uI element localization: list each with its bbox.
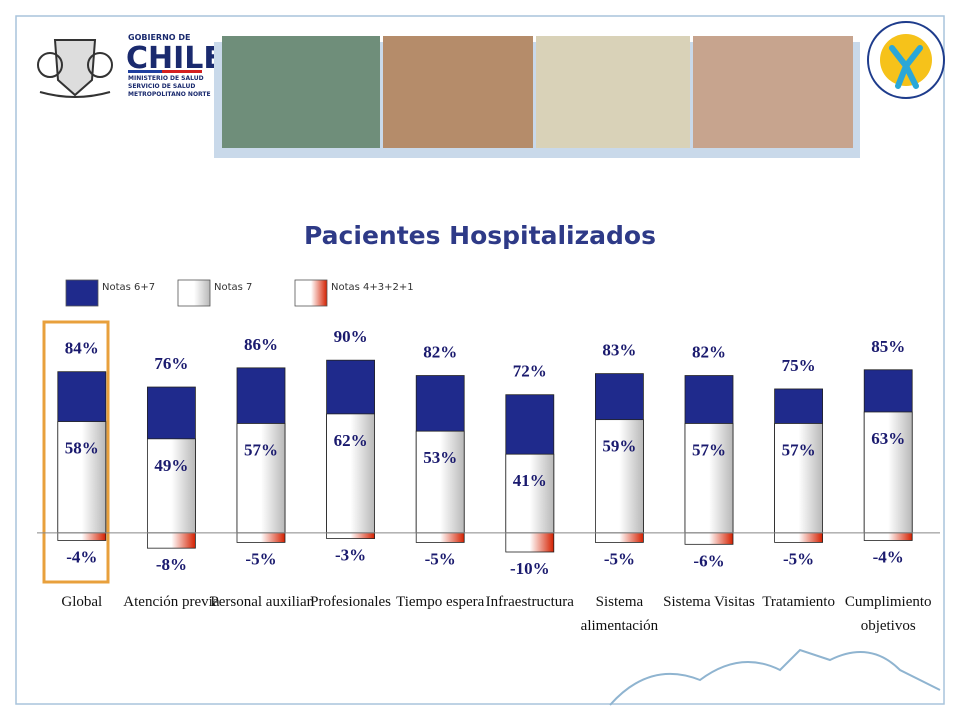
value-label: 76%: [154, 354, 188, 373]
value-label: 59%: [602, 437, 636, 456]
bar: [684, 532, 734, 545]
bar: [57, 532, 107, 541]
x-tick-label: Sistema alimentación: [581, 594, 659, 634]
x-tick-label: Sistema Visitas: [663, 594, 755, 610]
value-label: -5%: [245, 549, 276, 568]
flag-stripe: [128, 70, 162, 73]
value-label: 75%: [782, 356, 816, 375]
value-label: 57%: [244, 440, 278, 459]
value-label: -8%: [156, 555, 187, 574]
value-label: -5%: [425, 549, 456, 568]
highlight-box: [42, 320, 110, 584]
value-label: -5%: [783, 549, 814, 568]
gov-line: SERVICIO DE SALUD: [128, 83, 195, 90]
value-label: 62%: [334, 431, 368, 450]
photo: [693, 36, 853, 148]
value-label: 82%: [692, 343, 726, 362]
value-label: -4%: [873, 547, 904, 566]
gov-line: MINISTERIO DE SALUD: [128, 75, 204, 82]
footer-drawing: [609, 648, 941, 706]
coat-of-arms: [37, 39, 113, 98]
legend-swatch: [177, 279, 211, 307]
bar: [57, 421, 107, 534]
value-label: 57%: [782, 440, 816, 459]
bar: [863, 532, 913, 541]
value-label: 57%: [692, 440, 726, 459]
legend-label: Notas 6+7: [102, 282, 155, 293]
bar: [326, 532, 376, 539]
x-tick-label: Cumplimiento objetivos: [845, 594, 932, 634]
value-label: -5%: [604, 549, 635, 568]
bar: [236, 532, 286, 543]
value-label: 85%: [871, 337, 905, 356]
value-label: -3%: [335, 546, 366, 565]
value-label: 41%: [513, 471, 547, 490]
bar: [236, 423, 286, 534]
value-label: 58%: [65, 439, 99, 458]
chart-title: Pacientes Hospitalizados: [304, 221, 656, 250]
gov-line: GOBIERNO DE: [128, 33, 190, 42]
bar: [415, 532, 465, 543]
value-label: 49%: [154, 456, 188, 475]
legend-label: Notas 4+3+2+1: [331, 282, 414, 293]
hospital-logo: [867, 21, 945, 99]
bar: [146, 438, 196, 534]
value-label: -4%: [66, 547, 97, 566]
value-label: -6%: [693, 551, 724, 570]
bar: [684, 423, 734, 534]
x-tick-label: Tratamiento: [762, 594, 835, 610]
value-label: 63%: [871, 429, 905, 448]
bar: [863, 411, 913, 534]
bar: [595, 419, 644, 534]
value-label: -10%: [510, 559, 550, 578]
value-label: 86%: [244, 335, 278, 354]
x-tick-label: Atención previa: [123, 594, 220, 610]
photo: [536, 36, 690, 148]
value-label: 84%: [65, 339, 99, 358]
x-tick-label: Global: [61, 594, 102, 610]
legend-swatch: [294, 279, 328, 307]
value-label: 82%: [423, 343, 457, 362]
legend-label: Notas 7: [214, 282, 252, 293]
value-label: 53%: [423, 448, 457, 467]
bar: [146, 532, 196, 549]
bar: [505, 532, 555, 553]
x-tick-label: Tiempo espera: [396, 594, 485, 610]
bar: [595, 532, 644, 543]
value-label: 72%: [513, 362, 547, 381]
legend-swatch: [65, 279, 99, 307]
bar: [505, 453, 555, 534]
x-tick-label: Infraestructura: [486, 594, 575, 610]
slide-border: [15, 15, 945, 705]
flag-stripe: [162, 70, 202, 73]
x-tick-label: Profesionales: [310, 594, 391, 610]
photo: [222, 36, 380, 148]
x-tick-label: Personal auxiliar: [210, 594, 311, 610]
value-label: 90%: [334, 327, 368, 346]
value-label: 83%: [602, 341, 636, 360]
gov-line: METROPOLITANO NORTE: [128, 91, 211, 98]
bar: [774, 532, 823, 543]
photo: [383, 36, 533, 148]
bar: [415, 430, 465, 534]
bar: [774, 423, 823, 534]
